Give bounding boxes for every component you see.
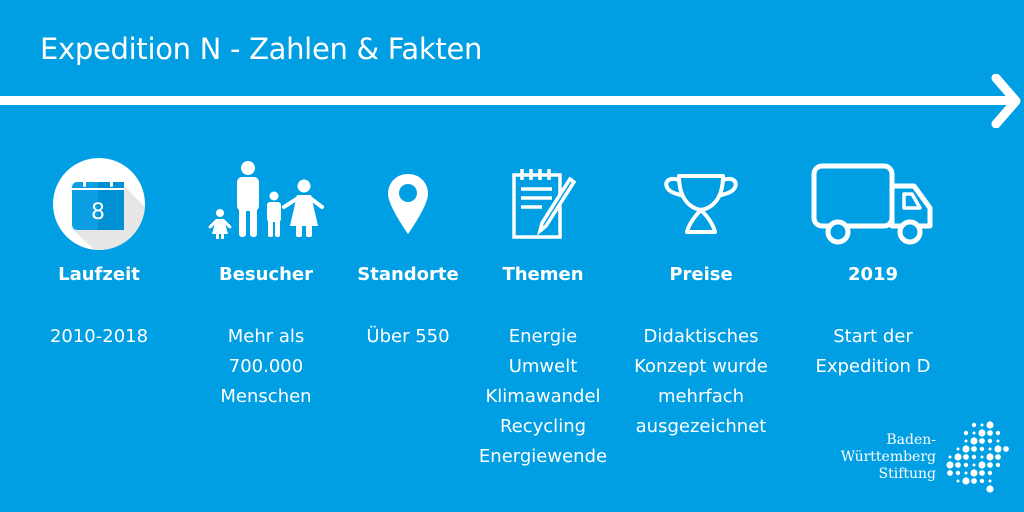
- baden-wuerttemberg-stiftung-logo: Baden- Württemberg Stiftung: [840, 420, 1020, 500]
- family-icon: [176, 150, 356, 258]
- column-besucher: Besucher Mehr als 700.000 Menschen: [176, 150, 356, 412]
- column-2019: 2019 Start der Expedition D: [783, 150, 963, 382]
- column-label: Laufzeit: [58, 264, 140, 285]
- svg-text:8: 8: [91, 200, 105, 225]
- column-text: Energiewende: [478, 446, 608, 467]
- column-text: Über 550: [366, 326, 450, 347]
- column-text: Klimawandel: [485, 386, 601, 407]
- column-text: mehrfach: [657, 386, 745, 407]
- column-text: Umwelt: [508, 356, 578, 377]
- column-text: ausgezeichnet: [635, 416, 767, 437]
- column-label: Besucher: [218, 264, 314, 285]
- column-text: 2010-2018: [49, 326, 149, 347]
- column-text: Didaktisches: [643, 326, 759, 347]
- column-label: Preise: [669, 264, 733, 285]
- logo-text: Württemberg: [840, 449, 936, 465]
- logo-dot-map: [946, 421, 1009, 493]
- column-text: Energie: [508, 326, 578, 347]
- timeline-arrow: [0, 74, 1021, 128]
- location-pin-icon: [318, 150, 498, 258]
- column-text: Recycling: [499, 416, 587, 437]
- logo-text: Stiftung: [878, 466, 937, 482]
- column-label: 2019: [847, 264, 899, 285]
- column-label: Themen: [502, 264, 584, 285]
- column-preise: Preise Didaktisches Konzept wurde mehrfa…: [611, 150, 791, 442]
- calendar-icon: 8: [9, 150, 189, 258]
- page-title: Expedition N - Zahlen & Fakten: [40, 32, 483, 66]
- column-text: Start der: [833, 326, 913, 347]
- column-standorte: Standorte Über 550: [318, 150, 498, 352]
- column-text: Expedition D: [815, 356, 931, 377]
- column-text: Menschen: [220, 386, 312, 407]
- column-text: Konzept wurde: [634, 356, 768, 377]
- column-text: 700.000: [228, 356, 304, 377]
- column-text: Mehr als: [227, 326, 305, 347]
- notepad-pencil-icon: [453, 150, 633, 258]
- column-themen: Themen Energie Umwelt Klimawandel Recycl…: [453, 150, 633, 472]
- trophy-icon: [611, 150, 791, 258]
- column-label: Standorte: [357, 264, 459, 285]
- column-laufzeit: 8 Laufzeit 2010-2018: [9, 150, 189, 352]
- logo-text: Baden-: [886, 432, 936, 448]
- truck-icon: [783, 150, 963, 258]
